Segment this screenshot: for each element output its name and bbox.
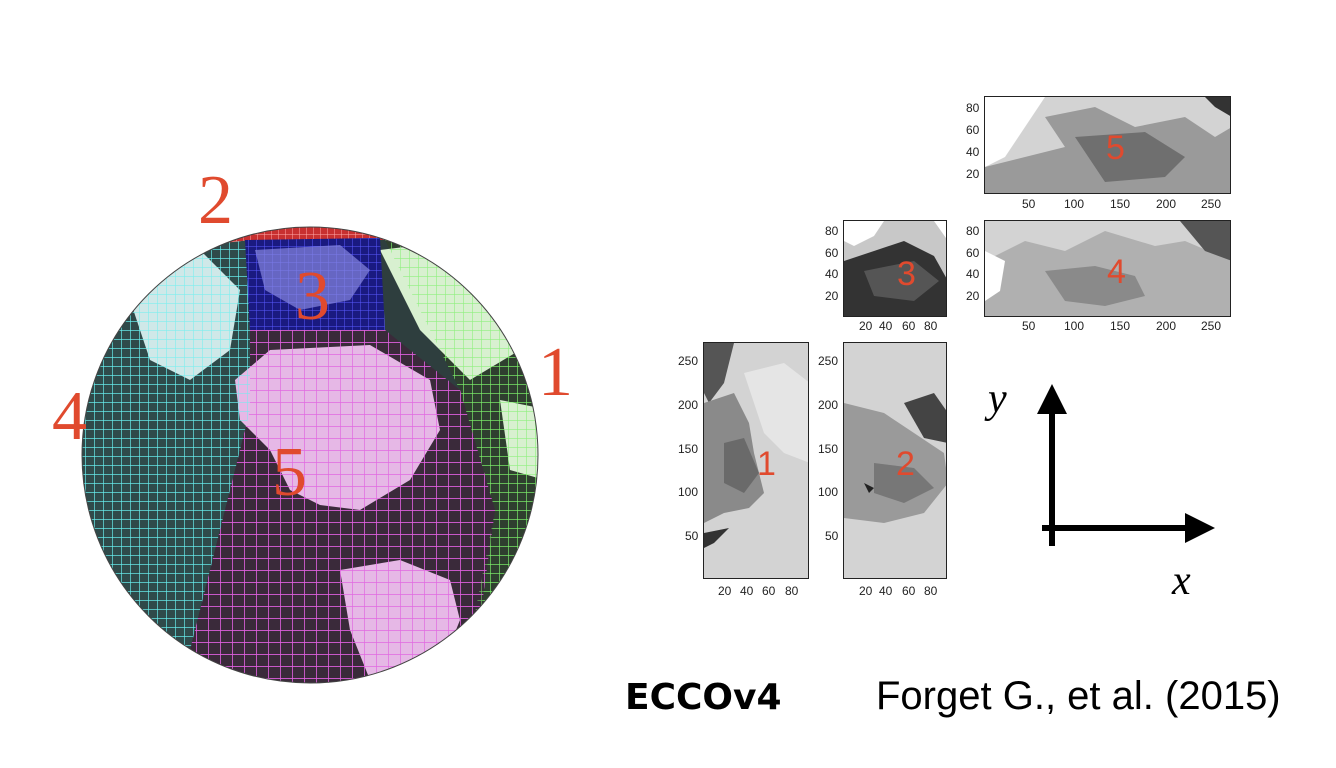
tile-3-y-tick: 80 <box>825 224 839 238</box>
tile-3-panel: 3 <box>843 220 947 317</box>
tile-4-x-tick: 50 <box>1022 319 1036 333</box>
tile-5-x-tick: 250 <box>1201 197 1222 211</box>
tile-4-x-tick: 100 <box>1064 319 1085 333</box>
tile-3-x-tick: 40 <box>879 319 893 333</box>
axes-arrows <box>1037 384 1215 546</box>
tile-1-x-tick: 80 <box>785 584 799 598</box>
tile-1-panel: 1 <box>703 342 809 579</box>
x-axis-label: x <box>1172 558 1191 604</box>
citation: Forget G., et al. (2015) <box>876 674 1281 718</box>
tile-2-y-tick: 100 <box>818 485 839 499</box>
tile-4-y-tick: 60 <box>966 246 980 260</box>
tile-2-x-tick: 80 <box>924 584 938 598</box>
tile-2-label: 2 <box>896 445 915 483</box>
tile-5-x-tick: 50 <box>1022 197 1036 211</box>
face-1-number: 1 <box>538 334 573 411</box>
tile-3-x-tick: 20 <box>859 319 873 333</box>
tile-2-map <box>844 343 946 578</box>
face-2-grid <box>82 227 538 260</box>
tile-5-map <box>985 97 1230 193</box>
tile-3-y-tick: 40 <box>825 267 839 281</box>
tile-4-x-tick: 250 <box>1201 319 1222 333</box>
tile-2-x-tick: 20 <box>859 584 873 598</box>
tile-1-y-tick: 200 <box>678 398 699 412</box>
tile-2-x-tick: 40 <box>879 584 893 598</box>
model-name: ECCOv4 <box>625 677 782 718</box>
face-2-number: 2 <box>198 162 233 239</box>
y-axis-arrow-head <box>1037 384 1067 414</box>
tile-3-x-tick: 80 <box>924 319 938 333</box>
tile-5-panel: 5 <box>984 96 1231 194</box>
tile-2-y-tick: 150 <box>818 442 839 456</box>
tile-1-x-tick: 20 <box>718 584 732 598</box>
tile-3-map <box>844 221 946 316</box>
tile-1-y-tick: 100 <box>678 485 699 499</box>
tile-5-label: 5 <box>1106 129 1125 167</box>
tile-2-y-tick: 50 <box>825 529 839 543</box>
tile-1-label: 1 <box>757 445 776 483</box>
tile-1-x-tick: 60 <box>762 584 776 598</box>
tile-5-y-tick: 40 <box>966 145 980 159</box>
tile-1-y-tick: 150 <box>678 442 699 456</box>
tile-5-x-tick: 150 <box>1110 197 1131 211</box>
tile-2-y-tick: 250 <box>818 354 839 368</box>
face-3-number: 3 <box>295 258 330 335</box>
tile-5-y-tick: 80 <box>966 101 980 115</box>
tile-4-y-tick: 40 <box>966 267 980 281</box>
tile-1-y-tick: 250 <box>678 354 699 368</box>
tile-3-label: 3 <box>897 255 916 293</box>
tile-3-x-tick: 60 <box>902 319 916 333</box>
face-4-number: 4 <box>52 378 87 455</box>
tile-4-x-tick: 200 <box>1156 319 1177 333</box>
x-axis-arrow-head <box>1185 513 1215 543</box>
tile-3-y-tick: 20 <box>825 289 839 303</box>
tile-4-x-tick: 150 <box>1110 319 1131 333</box>
cubed-sphere-globe: 2 3 1 4 5 <box>40 150 600 690</box>
tile-4-y-tick: 80 <box>966 224 980 238</box>
tile-1-x-tick: 40 <box>740 584 754 598</box>
tile-5-x-tick: 100 <box>1064 197 1085 211</box>
arctic-land <box>255 245 370 310</box>
tile-5-y-tick: 60 <box>966 123 980 137</box>
tile-4-map <box>985 221 1230 316</box>
tile-1-map <box>704 343 808 578</box>
tile-2-x-tick: 60 <box>902 584 916 598</box>
tile-3-y-tick: 60 <box>825 246 839 260</box>
tile-5-y-tick: 20 <box>966 167 980 181</box>
tile-4-label: 4 <box>1107 253 1126 291</box>
tile-1-y-tick: 50 <box>685 529 699 543</box>
tile-4-y-tick: 20 <box>966 289 980 303</box>
face-5-number: 5 <box>272 434 307 511</box>
tile-5-x-tick: 200 <box>1156 197 1177 211</box>
tile-4-panel: 4 <box>984 220 1231 317</box>
y-axis-label: y <box>988 376 1007 422</box>
tile-2-y-tick: 200 <box>818 398 839 412</box>
globe-graphic <box>81 226 539 684</box>
tile-2-panel: 2 <box>843 342 947 579</box>
